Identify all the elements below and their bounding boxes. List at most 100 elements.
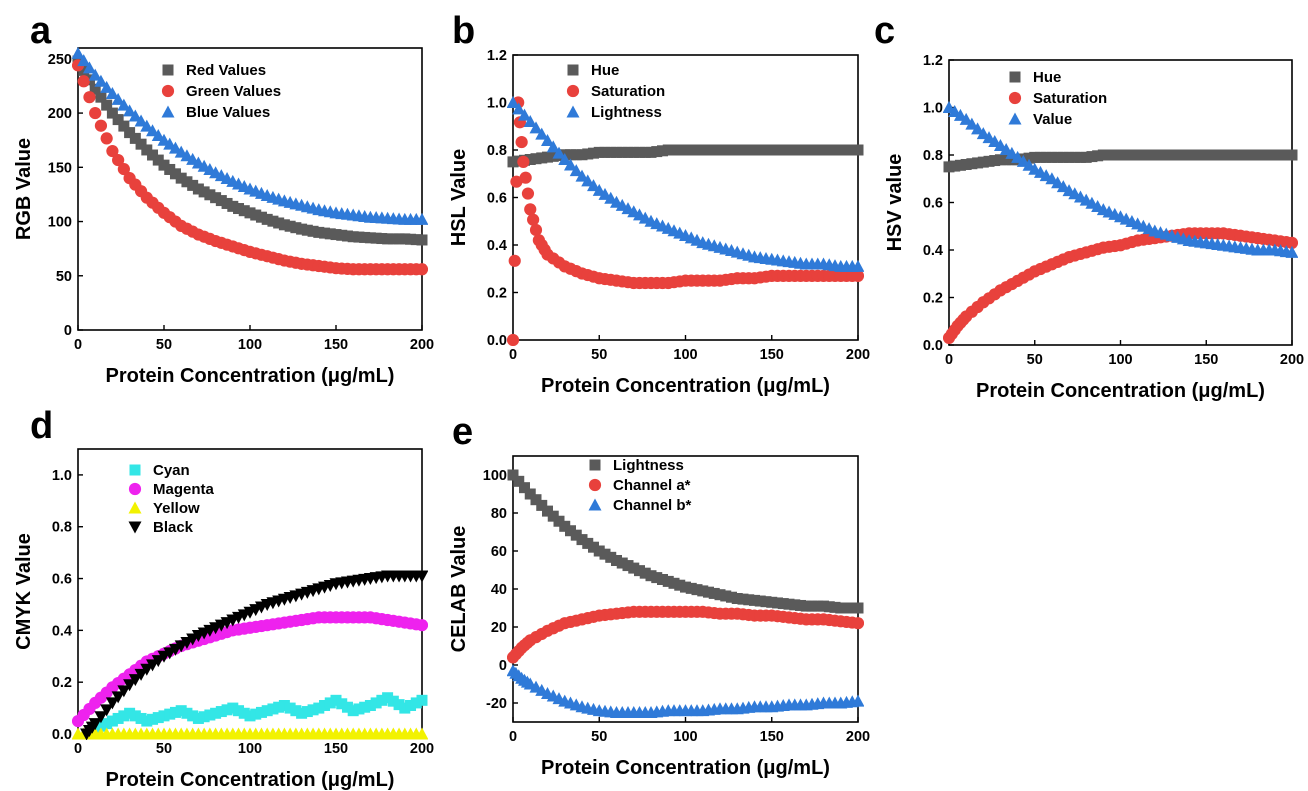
x-tick-label: 200	[1280, 352, 1304, 368]
data-point	[760, 596, 772, 608]
data-point	[507, 156, 519, 168]
data-point	[852, 144, 864, 156]
x-tick-label: 200	[410, 741, 434, 757]
data-point	[518, 108, 531, 121]
data-point	[1206, 149, 1218, 161]
x-tick-label: 200	[410, 337, 434, 353]
y-tick-label: 0.8	[487, 143, 507, 159]
data-point	[812, 600, 824, 612]
legend: Hue Saturation Value	[1008, 69, 1107, 128]
data-point	[187, 179, 199, 191]
y-tick-label: 80	[491, 506, 507, 522]
data-point	[524, 203, 537, 216]
x-tick-label: 0	[945, 352, 953, 368]
data-point	[519, 171, 532, 184]
chart-panel-e: e 0 50 100 150 200 -20 0 20 40 60 80 100 Protein Conc…	[448, 411, 870, 779]
data-point	[1252, 149, 1264, 161]
data-point	[835, 144, 847, 156]
data-point	[227, 702, 239, 714]
series-channel-a-	[507, 605, 864, 664]
data-point	[795, 599, 806, 611]
data-point	[215, 706, 227, 718]
legend-label: Red Values	[186, 62, 266, 79]
data-point	[181, 707, 193, 719]
legend-label: Hue	[591, 62, 619, 79]
series-lightness	[507, 469, 864, 614]
data-point	[634, 565, 645, 577]
data-point	[1280, 149, 1292, 161]
data-point	[851, 269, 864, 282]
data-point	[261, 705, 273, 717]
data-point	[674, 579, 686, 591]
data-point	[674, 144, 686, 156]
data-point	[416, 234, 428, 246]
data-point	[415, 727, 428, 740]
data-point	[1109, 149, 1121, 161]
y-tick-label: 0	[64, 323, 72, 339]
data-point	[82, 61, 96, 74]
data-point	[616, 557, 628, 569]
data-point	[1052, 151, 1064, 163]
data-point	[106, 715, 118, 727]
data-point	[353, 231, 365, 243]
data-point	[307, 225, 319, 237]
data-point	[88, 68, 102, 81]
data-point	[611, 555, 622, 566]
x-tick-label: 150	[324, 337, 348, 353]
y-tick-label: 0.2	[52, 675, 72, 691]
series-blue-values	[72, 46, 428, 225]
data-point	[593, 545, 605, 557]
data-point	[210, 192, 222, 204]
data-point	[415, 263, 428, 276]
series-hue	[507, 144, 864, 168]
data-point	[364, 700, 376, 711]
data-point	[530, 153, 542, 165]
data-point	[198, 711, 210, 723]
legend-marker	[566, 105, 580, 118]
data-point	[783, 144, 795, 156]
legend-marker	[588, 498, 602, 511]
data-point	[529, 121, 543, 134]
data-point	[1126, 149, 1138, 161]
legend-marker	[161, 105, 175, 118]
y-tick-label: 0.6	[487, 191, 507, 207]
data-point	[588, 147, 599, 159]
series-value	[943, 101, 1298, 258]
data-point	[140, 119, 154, 132]
data-point	[708, 144, 720, 156]
data-point	[1143, 149, 1155, 161]
data-point	[720, 144, 732, 156]
data-point	[547, 510, 559, 522]
data-point	[359, 701, 371, 713]
legend-marker	[1009, 71, 1021, 83]
data-point	[587, 179, 600, 192]
data-point	[851, 694, 864, 707]
series-cyan	[89, 692, 428, 735]
data-point	[1183, 149, 1195, 161]
data-point	[507, 333, 520, 346]
data-point	[749, 144, 760, 156]
data-point	[714, 144, 726, 156]
y-tick-label: 1.0	[52, 468, 72, 484]
panel-letter: c	[874, 10, 895, 52]
series-green-values	[72, 59, 428, 276]
data-point	[1189, 149, 1201, 161]
data-point	[135, 138, 147, 150]
data-point	[250, 209, 262, 221]
data-point	[393, 233, 405, 245]
x-tick-label: 100	[673, 729, 697, 745]
series-lightness	[507, 96, 864, 272]
legend-marker	[161, 84, 175, 98]
data-point	[1074, 151, 1086, 163]
data-point	[273, 217, 285, 229]
data-point	[1069, 151, 1081, 163]
data-point	[1120, 149, 1132, 161]
x-tick-label: 50	[156, 337, 172, 353]
legend-label: Yellow	[153, 500, 200, 517]
data-point	[296, 223, 308, 235]
data-point	[1172, 149, 1184, 161]
data-point	[668, 144, 680, 156]
data-point	[105, 697, 119, 710]
data-point	[347, 231, 359, 243]
x-tick-label: 0	[509, 729, 517, 745]
